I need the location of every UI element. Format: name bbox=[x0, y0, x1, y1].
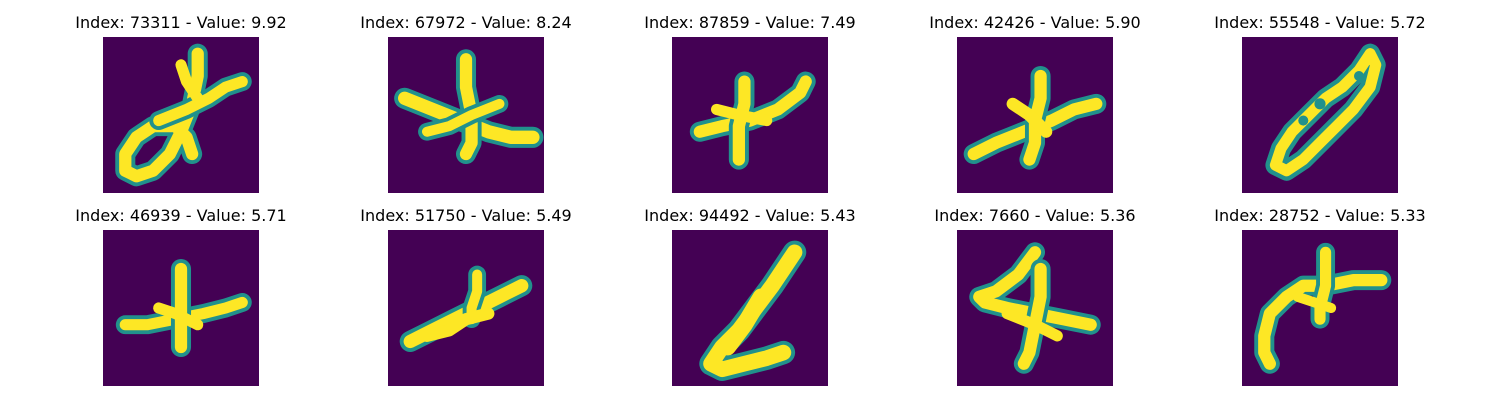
panel-6: Index: 46939 - Value: 5.71 bbox=[75, 206, 287, 386]
digit-image bbox=[672, 37, 828, 193]
panel-title: Index: 87859 - Value: 7.49 bbox=[644, 13, 856, 32]
panel-9: Index: 7660 - Value: 5.36 bbox=[934, 206, 1136, 386]
digit-image bbox=[1242, 230, 1398, 386]
panel-title: Index: 55548 - Value: 5.72 bbox=[1214, 13, 1426, 32]
digit-image bbox=[103, 230, 259, 386]
panel-title: Index: 51750 - Value: 5.49 bbox=[360, 206, 572, 225]
digit-image bbox=[1242, 37, 1398, 193]
digit-image bbox=[957, 37, 1113, 193]
panel-4: Index: 42426 - Value: 5.90 bbox=[929, 13, 1141, 193]
panel-5: Index: 55548 - Value: 5.72 bbox=[1214, 13, 1426, 193]
panel-title: Index: 67972 - Value: 8.24 bbox=[360, 13, 572, 32]
panel-10: Index: 28752 - Value: 5.33 bbox=[1214, 206, 1426, 386]
digit-image bbox=[103, 37, 259, 193]
panel-title: Index: 46939 - Value: 5.71 bbox=[75, 206, 287, 225]
panel-title: Index: 42426 - Value: 5.90 bbox=[929, 13, 1141, 32]
digit-image bbox=[957, 230, 1113, 386]
panel-8: Index: 94492 - Value: 5.43 bbox=[644, 206, 856, 386]
panel-2: Index: 67972 - Value: 8.24 bbox=[360, 13, 572, 193]
digit-image bbox=[672, 230, 828, 386]
panel-title: Index: 7660 - Value: 5.36 bbox=[934, 206, 1136, 225]
panel-title: Index: 94492 - Value: 5.43 bbox=[644, 206, 856, 225]
panel-1: Index: 73311 - Value: 9.92 bbox=[75, 13, 287, 193]
panel-7: Index: 51750 - Value: 5.49 bbox=[360, 206, 572, 386]
digit-image bbox=[388, 37, 544, 193]
panel-title: Index: 28752 - Value: 5.33 bbox=[1214, 206, 1426, 225]
panel-3: Index: 87859 - Value: 7.49 bbox=[644, 13, 856, 193]
panel-title: Index: 73311 - Value: 9.92 bbox=[75, 13, 287, 32]
digit-image bbox=[388, 230, 544, 386]
